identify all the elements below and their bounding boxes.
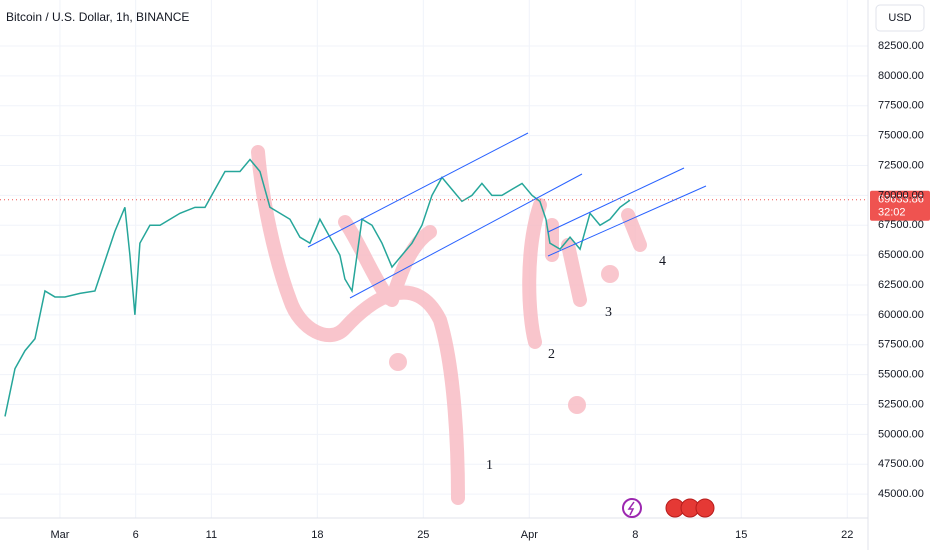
countdown: 32:02 [878,207,906,219]
y-tick-label: 52500.00 [878,398,924,410]
dot [601,265,619,283]
chart-title: Bitcoin / U.S. Dollar, 1h, BINANCE [6,10,189,24]
y-tick-label: 80000.00 [878,70,924,82]
last-price-label: 69633.86 [878,194,924,206]
x-tick-label: 18 [311,529,323,541]
currency-button[interactable] [875,4,925,32]
event-icons [622,498,715,518]
channel-line [349,173,583,299]
x-tick-label: 25 [417,529,429,541]
y-tick-label: 50000.00 [878,428,924,440]
y-tick-label: 72500.00 [878,159,924,171]
brush [338,215,437,307]
y-tick-label: 77500.00 [878,100,924,112]
x-tick-label: Apr [521,529,538,541]
x-tick-label: 15 [735,529,747,541]
y-tick-label: 55000.00 [878,369,924,381]
y-tick-label: 75000.00 [878,130,924,142]
channel-lines [307,132,707,299]
dot [568,396,586,414]
y-tick-label: 60000.00 [878,309,924,321]
icon [622,498,642,518]
currency[interactable]: USD [888,12,911,24]
y-tick-label: 57500.00 [878,339,924,351]
icon [695,498,715,518]
annotation: 3 [605,305,612,320]
brush [522,198,547,349]
grid [0,0,868,518]
dot [389,353,407,371]
brush-dots [389,265,619,414]
y-tick-label: 47500.00 [878,458,924,470]
brush [561,238,587,307]
x-tick-label: 8 [632,529,638,541]
annotation: 2 [548,347,555,362]
brush [251,145,465,505]
plot [4,158,631,417]
last-price-box [870,190,930,221]
y-tick-label: 67500.00 [878,219,924,231]
y-tick-label: 65000.00 [878,249,924,261]
x-tick-label: 11 [206,529,217,541]
channel-line [547,185,707,257]
x-tick-label: Mar [50,529,69,541]
channel-line [307,132,529,248]
x-tick-label: 6 [133,529,139,541]
x-tick-label: 22 [841,529,853,541]
y-tick-label: 70000.00 [878,189,924,201]
annotation: 4 [659,254,666,269]
y-tick-label: 45000.00 [878,488,924,500]
y-tick-label: 62500.00 [878,279,924,291]
annotation: 1 [486,458,493,473]
icon [627,501,635,516]
y-tick-label: 82500.00 [878,40,924,52]
price-line [4,158,631,417]
